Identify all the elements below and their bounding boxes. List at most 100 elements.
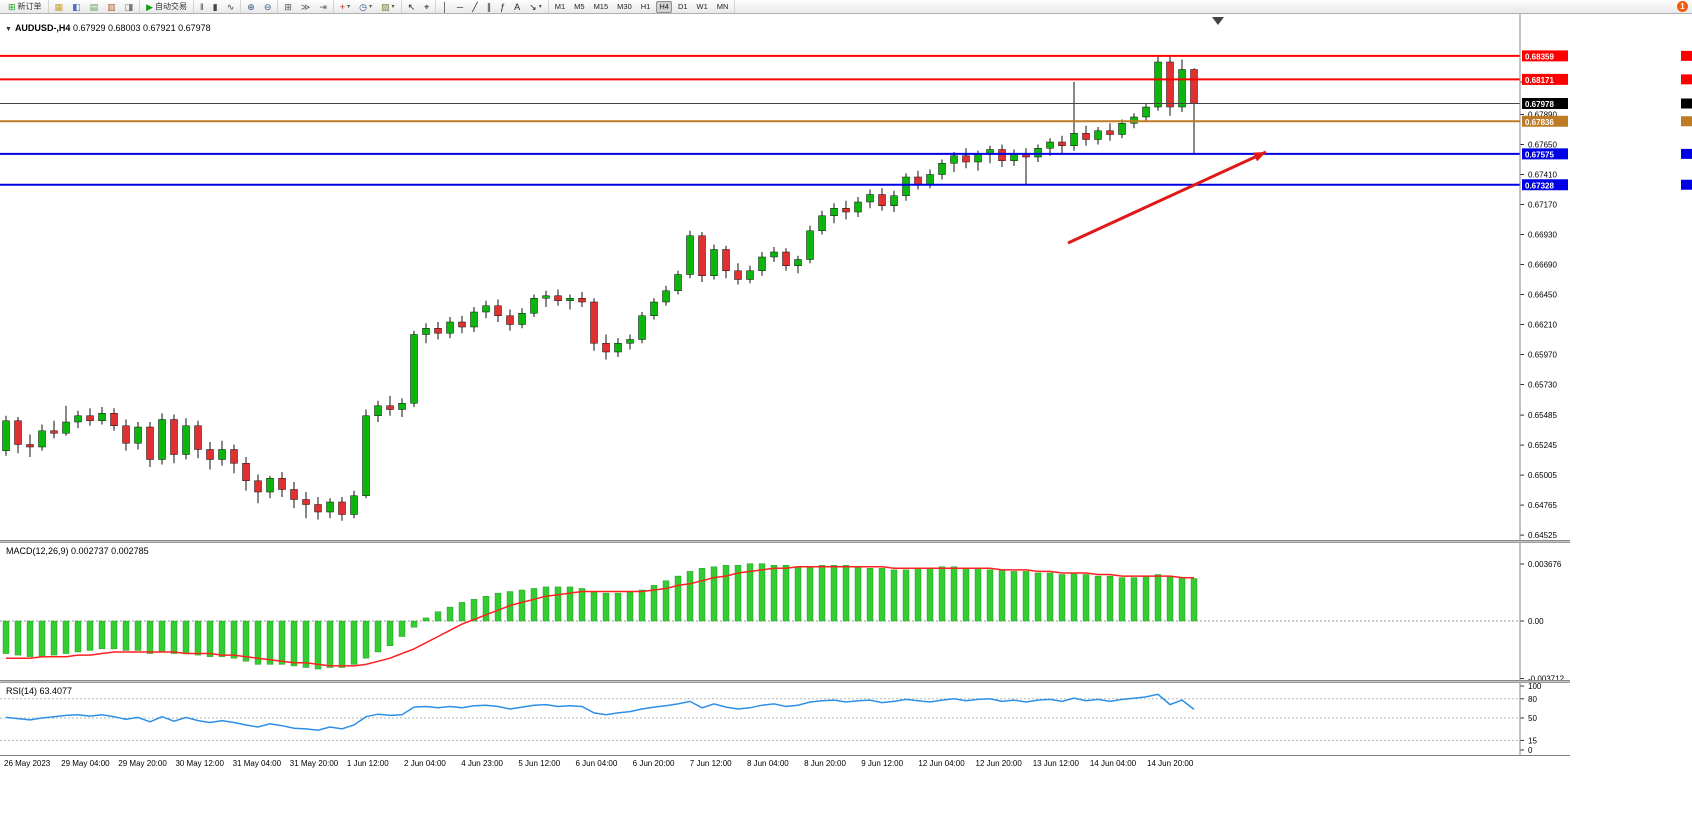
candle xyxy=(1082,125,1090,146)
candle xyxy=(494,299,502,322)
templates-button[interactable]: ▨ ▾ xyxy=(378,1,398,13)
zoom-in-button[interactable]: ⊕ xyxy=(244,1,258,13)
timeframe-mn-button-label: MN xyxy=(716,2,729,11)
macd-histogram-bar xyxy=(806,566,814,622)
chart-window[interactable]: 0.681500.678900.676500.674100.671700.669… xyxy=(0,14,1692,833)
macd-histogram-bar xyxy=(230,620,238,659)
timeframe-m30-button[interactable]: M30 xyxy=(614,1,635,13)
candle xyxy=(110,408,118,431)
autotrade-button[interactable]: ▶ 自动交易 xyxy=(143,1,190,13)
timeframe-w1-button[interactable]: W1 xyxy=(694,1,711,13)
chevron-down-icon: ▾ xyxy=(538,4,542,10)
time-label: 1 Jun 12:00 xyxy=(346,759,389,768)
candle xyxy=(86,408,94,426)
macd-histogram-bar xyxy=(122,620,130,651)
macd-histogram-bar xyxy=(374,620,382,653)
strategy-tester-button[interactable]: ◨ xyxy=(122,1,137,13)
fibonacci-button[interactable]: ƒ xyxy=(497,1,508,13)
candle xyxy=(650,298,658,320)
candle xyxy=(758,252,766,276)
terminal-button[interactable]: ▥ xyxy=(104,1,119,13)
data-window-button[interactable]: ◧ xyxy=(69,1,84,13)
timeframe-m30-button-label: M30 xyxy=(617,2,632,11)
rsi-label: RSI(14) 63.4077 xyxy=(6,686,72,696)
cursor-button[interactable]: ↖ xyxy=(405,1,419,13)
price-scale-label[interactable]: 0.67890 xyxy=(1528,111,1557,120)
crosshair-button[interactable]: ⌖ xyxy=(421,1,432,13)
bars-chart-icon: ǁ xyxy=(200,1,204,12)
market-watch-button[interactable]: ▦ xyxy=(52,1,67,13)
price-scale-label[interactable]: 0.66450 xyxy=(1528,291,1557,300)
main-chart[interactable]: 0.681500.678900.676500.674100.671700.669… xyxy=(0,14,1692,540)
price-scale-label[interactable]: 0.66210 xyxy=(1528,321,1557,330)
collapse-chart-icon[interactable]: ▼ xyxy=(5,26,12,33)
cursor-icon: ↖ xyxy=(407,1,416,12)
price-scale-label[interactable]: 0.65245 xyxy=(1528,441,1557,450)
timeframe-m1-button[interactable]: M1 xyxy=(552,1,568,13)
strategy-tester-icon: ◨ xyxy=(124,1,134,12)
indicators-button[interactable]: + ▾ xyxy=(337,1,353,13)
price-scale-label[interactable]: 0.66690 xyxy=(1528,261,1557,270)
candle xyxy=(662,285,670,306)
bars-chart-button[interactable]: ǁ xyxy=(197,1,207,13)
macd-histogram-bar xyxy=(542,586,550,622)
time-label: 9 Jun 12:00 xyxy=(861,759,904,768)
timeframe-m15-button[interactable]: M15 xyxy=(591,1,612,13)
navigator-button[interactable]: ▤ xyxy=(87,1,102,13)
candle xyxy=(254,474,262,504)
macd-histogram-bar xyxy=(86,620,94,651)
macd-panel[interactable]: 0.003676 0.00 -0.003712 xyxy=(0,543,1692,680)
price-scale-label[interactable]: 0.64525 xyxy=(1528,531,1557,540)
notification-badge[interactable]: 1 xyxy=(1677,1,1688,12)
text-button[interactable]: A xyxy=(511,1,523,13)
timeframe-m5-button[interactable]: M5 xyxy=(571,1,587,13)
tile-windows-button[interactable]: ⊞ xyxy=(281,1,295,13)
chart-shift-marker[interactable] xyxy=(1212,17,1224,25)
horizontal-line-button[interactable]: ─ xyxy=(454,1,466,13)
macd-histogram-bar xyxy=(314,620,322,670)
candle xyxy=(194,420,202,459)
periods-button[interactable]: ◷ ▾ xyxy=(356,1,375,13)
candlestick-chart-button[interactable]: ▮ xyxy=(210,1,221,13)
timeframe-mn-button[interactable]: MN xyxy=(714,1,732,13)
price-scale-label[interactable]: 0.66930 xyxy=(1528,231,1557,240)
arrows-button[interactable]: ↘ ▾ xyxy=(526,1,545,13)
price-scale-label[interactable]: 0.67170 xyxy=(1528,201,1557,210)
rsi-panel[interactable]: 100 80 50 150 xyxy=(0,683,1692,755)
time-axis[interactable]: 26 May 2023 29 May 04:00 29 May 20:00 30 Ma… xyxy=(0,755,1570,775)
text-icon: A xyxy=(514,1,521,12)
price-scale-label[interactable]: 0.67410 xyxy=(1528,171,1557,180)
candle xyxy=(446,317,454,339)
macd-histogram-bar xyxy=(638,589,646,622)
trendline-button[interactable]: ╱ xyxy=(469,1,480,13)
toolbar-group: ▦ ◧ ▤ ▥ ◨ xyxy=(49,0,141,13)
chart-shift-button[interactable]: ⇥ xyxy=(316,1,330,13)
price-scale-label[interactable]: 0.65730 xyxy=(1528,381,1557,390)
price-scale-label[interactable]: 0.64765 xyxy=(1528,501,1557,510)
auto-scroll-button[interactable]: ≫ xyxy=(298,1,313,13)
trend-arrow[interactable] xyxy=(1067,150,1267,245)
timeframe-h4-button[interactable]: H4 xyxy=(656,0,672,13)
price-scale-label[interactable]: 0.65485 xyxy=(1528,411,1557,420)
price-scale-label[interactable]: 0.67650 xyxy=(1528,141,1557,150)
panel-separator[interactable] xyxy=(0,680,1570,683)
timeframe-h1-button[interactable]: H1 xyxy=(638,1,654,13)
new-order-icon: ⊞ xyxy=(8,1,16,12)
macd-histogram-bar xyxy=(74,620,82,653)
candle xyxy=(710,244,718,280)
price-scale-label[interactable]: 0.65970 xyxy=(1528,351,1557,360)
candle xyxy=(998,144,1006,167)
new-order-button[interactable]: ⊞ 新订单 xyxy=(5,1,45,13)
macd-histogram-bar xyxy=(338,620,346,668)
channel-button[interactable]: ∥ xyxy=(484,1,495,13)
line-chart-button[interactable]: ∿ xyxy=(224,1,238,13)
edge-price-mark xyxy=(1681,50,1692,61)
time-label: 29 May 20:00 xyxy=(118,759,167,768)
timeframe-d1-button[interactable]: D1 xyxy=(675,1,691,13)
zoom-out-button[interactable]: ⊖ xyxy=(261,1,275,13)
price-scale-label[interactable]: 0.65005 xyxy=(1528,471,1557,480)
vertical-line-button[interactable]: │ xyxy=(439,1,451,13)
macd-histogram-bar xyxy=(914,568,922,622)
macd-scale-label: 0.003676 xyxy=(1528,560,1562,569)
panel-separator[interactable] xyxy=(0,540,1570,543)
